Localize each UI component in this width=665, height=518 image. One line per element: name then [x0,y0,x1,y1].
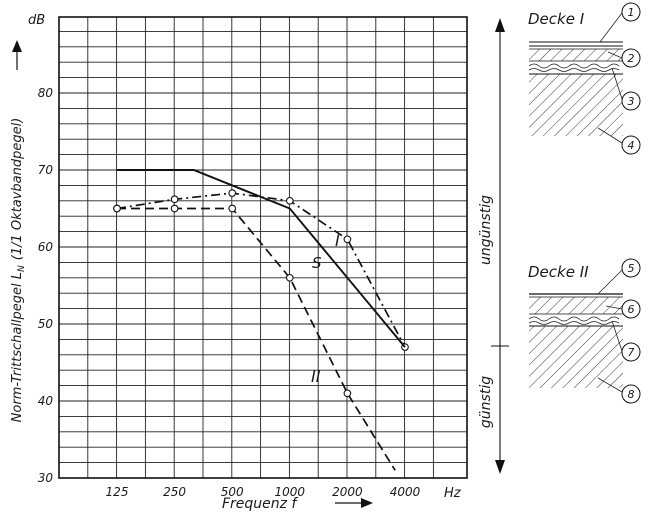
x-tick-label: 1000 [275,485,306,499]
callout-8: 8 [628,388,635,401]
decke-2-title: Decke II [528,263,589,281]
decke-1-diagram: Decke I [528,10,623,144]
decke-2-diagram: Decke II [528,263,623,393]
side-label-upper: ungünstig [478,195,494,265]
callout-1: 1 [628,6,635,19]
x-label-text: Frequenz f [222,496,298,512]
callout-2: 2 [628,52,635,65]
data-point-II [228,204,237,213]
x-tick-label: 500 [221,485,244,499]
chart: dB Norm-Trittschallpegel LN (1/1 Oktavban… [10,13,468,512]
callouts-5-8: 5 6 7 8 [621,258,641,404]
callout-4: 4 [628,139,635,152]
y-tick-label: 80 [38,86,54,100]
data-point-I [170,195,179,204]
callout-6: 6 [628,303,635,316]
x-tick-label: 250 [163,485,186,499]
data-point-I [343,235,352,244]
y-unit: dB [28,13,45,28]
y-tick-label: 70 [38,163,54,177]
tick-labels: 125 250 500 1000 2000 4000 30 40 50 60 70 80 [38,86,421,499]
x-unit: Hz [444,486,462,501]
callout-7: 7 [628,346,635,359]
side-label-lower: günstig [478,376,494,428]
series-line-S [117,169,406,348]
callout-5: 5 [628,262,635,275]
callouts-1-4: 1 2 3 4 [621,2,641,155]
y-label-main: Norm-Trittschallpegel L [10,272,25,422]
series [113,169,409,471]
y-tick-label: 60 [38,240,54,254]
data-point-II [170,204,179,213]
y-label-suffix: (1/1 Oktavbandpegel) [10,118,25,261]
y-label-arrow [12,40,22,70]
data-point-II [285,273,294,282]
y-axis-label: Norm-Trittschallpegel LN (1/1 Oktavbandpe… [10,118,27,423]
plot-frame [58,16,468,479]
x-axis-label: Frequenz f [222,496,373,512]
decke-1-title: Decke I [528,10,585,28]
y-tick-label: 50 [38,317,54,331]
x-tick-label: 2000 [332,485,363,499]
series-line-II [117,207,396,471]
y-label-sub: N [17,265,27,272]
side-scale: ungünstig günstig [478,18,509,474]
series-label-S: S [312,254,322,272]
y-tick-label: 40 [38,394,54,408]
x-tick-label: 4000 [390,485,421,499]
x-tick-label: 125 [106,485,129,499]
data-point-I [285,196,294,205]
series-label-II: II [311,367,321,386]
data-point-I [228,189,237,197]
grid [59,17,467,478]
series-label-I: I [335,231,340,250]
data-point-II [113,204,121,213]
callout-3: 3 [628,95,635,108]
svg-text:Norm-Trittschallpegel LN(1/1 O: Norm-Trittschallpegel LN (1/1 Oktavbandpe… [10,118,27,423]
data-point-II [343,389,352,398]
y-tick-label: 30 [38,471,54,485]
